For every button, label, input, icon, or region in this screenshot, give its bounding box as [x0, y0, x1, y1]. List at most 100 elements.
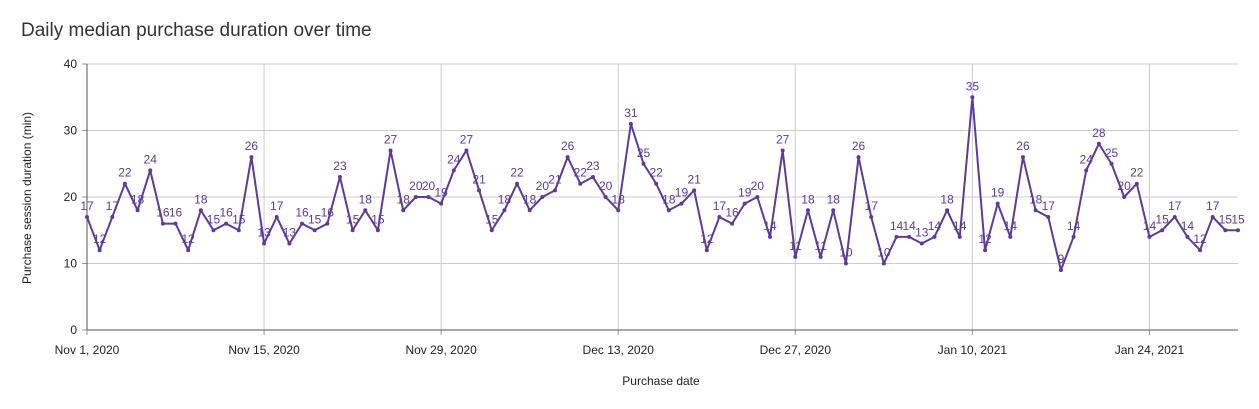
data-point [628, 121, 633, 126]
data-label: 19 [738, 186, 752, 200]
data-label: 22 [510, 166, 524, 180]
data-point [1185, 234, 1190, 239]
data-point [641, 161, 646, 166]
data-label: 15 [346, 212, 360, 226]
data-label: 26 [852, 139, 866, 153]
data-label: 22 [1130, 166, 1144, 180]
data-point [312, 228, 317, 233]
data-label: 18 [940, 192, 954, 206]
data-label: 15 [207, 212, 221, 226]
data-point [970, 95, 975, 100]
data-label: 19 [675, 186, 689, 200]
data-point [337, 175, 342, 180]
data-label: 27 [460, 132, 474, 146]
data-point [1172, 214, 1177, 219]
data-label: 26 [245, 139, 259, 153]
data-point [439, 201, 444, 206]
data-point [932, 234, 937, 239]
x-tick-label: Nov 15, 2020 [228, 343, 300, 357]
data-point [793, 254, 798, 259]
data-point [186, 248, 191, 253]
data-label: 12 [182, 232, 196, 246]
data-label: 15 [371, 212, 385, 226]
data-label: 18 [1029, 192, 1043, 206]
data-point [1084, 168, 1089, 173]
data-point [300, 221, 305, 226]
data-point [148, 168, 153, 173]
data-label: 16 [725, 206, 739, 220]
data-label: 15 [1231, 212, 1245, 226]
data-point [85, 214, 89, 219]
data-label: 24 [1080, 152, 1094, 166]
data-label: 25 [1105, 146, 1119, 160]
data-label: 13 [915, 226, 929, 240]
data-point [768, 234, 773, 239]
data-label: 28 [1092, 126, 1106, 140]
data-point [249, 155, 254, 160]
data-point [97, 248, 102, 253]
y-tick-label: 20 [64, 190, 78, 204]
data-point [818, 254, 823, 259]
data-point [666, 208, 671, 213]
x-tick-label: Jan 24, 2021 [1115, 343, 1185, 357]
data-label: 21 [687, 172, 701, 186]
data-point [224, 221, 229, 226]
x-tick-label: Nov 1, 2020 [55, 343, 120, 357]
data-label: 17 [1206, 199, 1220, 213]
y-axis-title: Purchase session duration (min) [20, 112, 34, 284]
data-point [325, 221, 330, 226]
data-label: 18 [523, 192, 537, 206]
data-label: 20 [422, 179, 436, 193]
data-point [477, 188, 482, 193]
data-label: 14 [928, 219, 942, 233]
data-label: 19 [991, 186, 1005, 200]
data-point [198, 208, 203, 213]
data-label: 14 [1181, 219, 1195, 233]
data-label: 14 [1143, 219, 1157, 233]
data-point [565, 155, 570, 160]
data-point [451, 168, 456, 173]
data-label: 15 [1219, 212, 1233, 226]
x-tick-label: Nov 29, 2020 [405, 343, 477, 357]
data-point [236, 228, 241, 233]
data-point [995, 201, 1000, 206]
data-label: 21 [548, 172, 562, 186]
data-label: 16 [169, 206, 183, 220]
data-point [1147, 234, 1152, 239]
data-point [489, 228, 494, 233]
data-label: 15 [485, 212, 499, 226]
data-point [780, 148, 785, 153]
x-axis-title: Purchase date [622, 374, 700, 388]
data-label: 22 [118, 166, 132, 180]
data-point [692, 188, 697, 193]
data-point [654, 181, 659, 186]
data-point [755, 195, 760, 199]
data-point [1008, 234, 1013, 239]
data-point [983, 248, 988, 253]
data-label: 17 [80, 199, 94, 213]
x-tick-label: Jan 10, 2021 [938, 343, 1008, 357]
data-point [375, 228, 380, 233]
data-label: 10 [839, 246, 853, 260]
data-label: 17 [1168, 199, 1182, 213]
data-point [730, 221, 735, 226]
data-label: 12 [700, 232, 714, 246]
data-point [1020, 155, 1025, 160]
y-tick-label: 10 [64, 257, 78, 271]
data-label: 19 [434, 186, 448, 200]
data-label: 20 [409, 179, 423, 193]
data-label: 15 [308, 212, 322, 226]
data-point [1046, 214, 1051, 219]
data-point [603, 195, 608, 199]
data-label: 16 [219, 206, 233, 220]
data-point [527, 208, 532, 213]
data-label: 16 [321, 206, 335, 220]
data-point [262, 241, 267, 246]
data-point [1236, 228, 1240, 233]
x-tick-label: Dec 13, 2020 [583, 343, 655, 357]
data-label: 24 [447, 152, 461, 166]
data-label: 26 [561, 139, 575, 153]
data-point [1109, 161, 1114, 166]
data-label: 18 [498, 192, 512, 206]
data-point [1198, 248, 1203, 253]
